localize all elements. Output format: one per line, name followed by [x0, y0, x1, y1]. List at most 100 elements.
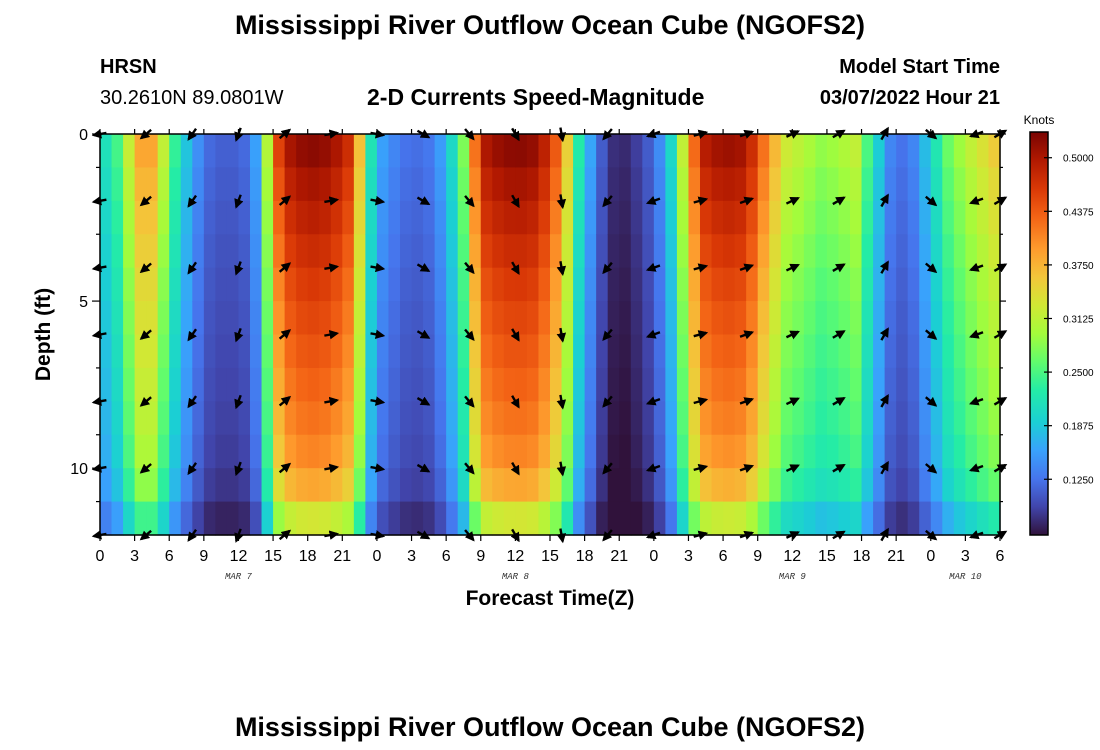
heatmap-cell: [180, 334, 193, 369]
heatmap-cell: [665, 200, 678, 235]
heatmap-cell: [388, 468, 401, 503]
heatmap-cell: [873, 367, 886, 402]
heatmap-cell: [342, 468, 355, 503]
heatmap-cell: [780, 301, 793, 336]
heatmap-cell: [907, 200, 920, 235]
heatmap-cell: [100, 334, 113, 369]
heatmap-cell: [642, 234, 655, 269]
heatmap-cell: [111, 301, 124, 336]
heatmap-cell: [296, 334, 309, 369]
heatmap-cell: [169, 267, 182, 302]
heatmap-cell: [400, 267, 413, 302]
heatmap-cell: [965, 200, 978, 235]
heatmap-cell: [907, 134, 920, 169]
heatmap-cell: [169, 367, 182, 402]
heatmap-cell: [365, 501, 378, 536]
heatmap-cell: [780, 401, 793, 436]
heatmap-cell: [780, 434, 793, 469]
heatmap-cell: [976, 401, 990, 436]
heatmap-cell: [469, 401, 482, 436]
heatmap-cell: [780, 367, 793, 402]
current-vector-arrow: [234, 261, 244, 276]
heatmap-cell: [503, 301, 516, 336]
current-vector-arrow: [187, 462, 198, 476]
colorbar-title: Knots: [1024, 113, 1055, 127]
heatmap-cell: [757, 334, 770, 369]
heatmap-cell: [734, 334, 747, 369]
heatmap-cell: [180, 434, 193, 469]
heatmap-cell: [815, 401, 828, 436]
current-vector-arrow: [370, 463, 386, 473]
current-vector-arrow: [416, 396, 431, 406]
heatmap-cell: [353, 301, 366, 336]
heatmap-cell: [607, 200, 620, 235]
current-vector-arrow: [556, 327, 567, 343]
heatmap-cell: [734, 200, 747, 235]
heatmap-cell: [515, 334, 528, 369]
heatmap-cell: [769, 134, 782, 169]
heatmap-cell: [965, 501, 978, 536]
heatmap-cell: [676, 434, 690, 469]
station-name: HRSN: [100, 56, 157, 78]
current-vector-arrow: [370, 396, 386, 406]
heatmap-cell: [607, 434, 620, 469]
heatmap-cell: [919, 301, 932, 336]
heatmap-cell: [538, 501, 551, 536]
heatmap-cell: [400, 434, 413, 469]
heatmap-cell: [676, 334, 690, 369]
heatmap-cell: [700, 501, 713, 536]
heatmap-cell: [273, 434, 286, 469]
current-vector-arrow: [370, 195, 386, 206]
heatmap-cell: [134, 468, 147, 503]
heatmap-cell: [792, 468, 805, 503]
heatmap-cell: [411, 468, 424, 503]
heatmap-cell: [653, 234, 666, 269]
heatmap-cell: [169, 468, 182, 503]
heatmap-cell: [226, 468, 240, 503]
heatmap-cell: [953, 301, 966, 336]
heatmap-cell: [550, 468, 563, 503]
heatmap-cell: [607, 468, 620, 503]
heatmap-cell: [480, 267, 493, 302]
heatmap-cell: [723, 134, 736, 169]
heatmap-cell: [584, 401, 597, 436]
heatmap-cell: [169, 301, 182, 336]
heatmap-cell: [711, 401, 724, 436]
heatmap-cell: [665, 401, 678, 436]
heatmap-cell: [803, 234, 816, 269]
heatmap-cell: [411, 434, 424, 469]
heatmap-cell: [976, 234, 990, 269]
x-tick-label: 6: [996, 548, 1005, 565]
colorbar-tick-label: 0.1875: [1063, 422, 1094, 433]
heatmap-cell: [215, 167, 228, 202]
heatmap-cell: [930, 334, 943, 369]
heatmap-cell: [688, 501, 701, 536]
page-title: Mississippi River Outflow Ocean Cube (NG…: [234, 10, 866, 40]
heatmap-cell: [400, 334, 413, 369]
heatmap-cell: [665, 367, 678, 402]
heatmap-cell: [803, 134, 816, 169]
heatmap-cell: [100, 267, 113, 302]
heatmap-cell: [457, 434, 470, 469]
heatmap-cell: [642, 267, 655, 302]
heatmap-cell: [850, 434, 863, 469]
current-vector-arrow: [739, 397, 755, 407]
current-vector-arrow: [556, 394, 567, 410]
heatmap-cell: [480, 401, 493, 436]
day-label: MAR 8: [502, 572, 530, 582]
heatmap-cell: [607, 401, 620, 436]
heatmap-cell: [976, 167, 990, 202]
heatmap-cell: [192, 167, 205, 202]
heatmap-cell: [100, 367, 113, 402]
heatmap-cell: [573, 468, 586, 503]
heatmap-cell: [676, 367, 690, 402]
heatmap-cell: [134, 334, 147, 369]
heatmap-cell: [226, 134, 240, 169]
heatmap-cell: [342, 501, 355, 536]
heatmap-cell: [757, 167, 770, 202]
heatmap-cell: [353, 334, 366, 369]
heatmap-cell: [757, 434, 770, 469]
heatmap-cell: [526, 134, 540, 169]
heatmap-cell: [942, 234, 955, 269]
heatmap-cell: [642, 468, 655, 503]
